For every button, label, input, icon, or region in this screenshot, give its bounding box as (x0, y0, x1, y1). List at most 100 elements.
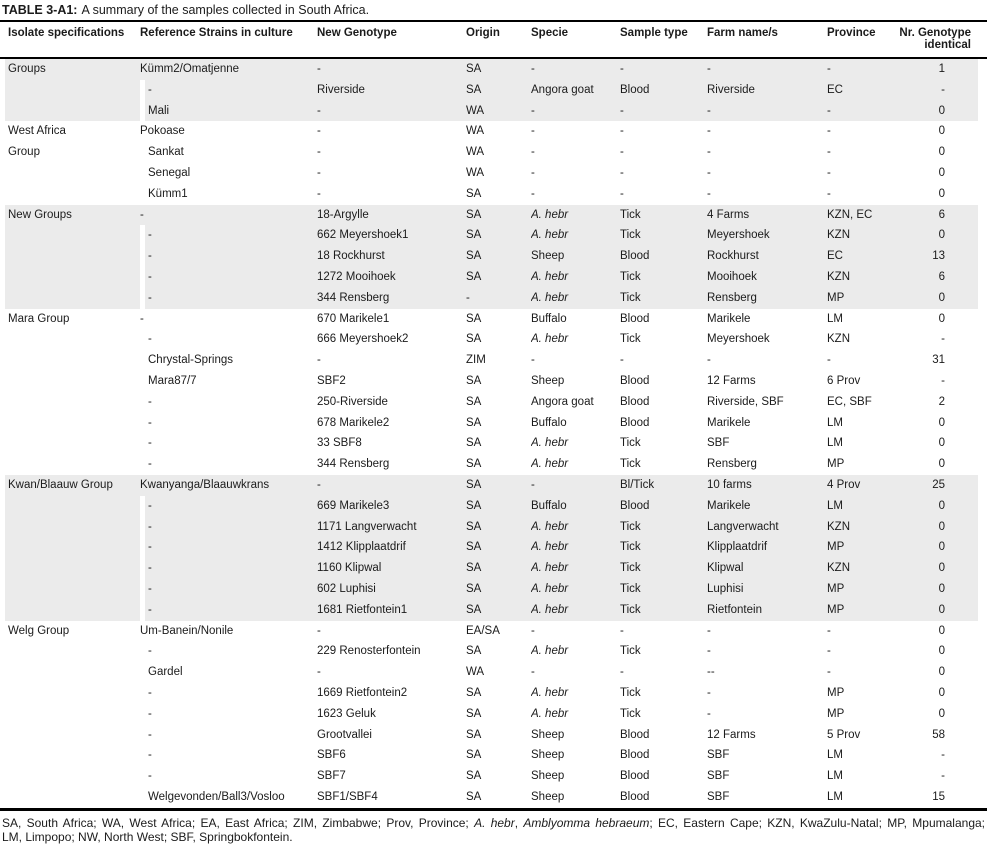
cell: - (148, 458, 152, 471)
cell: Sheep (531, 374, 565, 387)
cell: Gardel (148, 666, 183, 679)
cell: KZN (827, 558, 898, 579)
cell: - (140, 578, 317, 600)
cell: - (317, 58, 466, 80)
table-row: New Groups -18-Argylle SA A. hebr Tick 4 Farm… (0, 204, 987, 309)
table-title: TABLE 3-A1: A summary of the samples coll… (0, 0, 987, 22)
cell: - (140, 516, 317, 538)
cell: 2 (938, 395, 945, 408)
cell: KZN (827, 516, 898, 538)
cell: - (531, 146, 535, 159)
cell: Sheep (531, 749, 565, 762)
cell: SA (466, 749, 482, 762)
cell: - (707, 707, 711, 720)
cell: Meyershoek (707, 333, 770, 346)
table-row: -18 Rockhurst SA Sheep Blood Rockhurst EC 13 (0, 246, 987, 267)
cell: - (620, 666, 624, 679)
table-row: Gardel - WA - - -- -0 (0, 662, 987, 683)
cell: - (140, 312, 144, 325)
cell: Welgevonden/Ball3/Vosloo (148, 790, 285, 803)
group-label: Kwan/Blaauw Group (0, 474, 140, 621)
cell: Luphisi (707, 578, 827, 600)
cell: Tick (620, 707, 641, 720)
group-label: Groups (0, 58, 140, 122)
cell: - (620, 58, 707, 80)
cell: - (707, 58, 827, 80)
table-row: West Africa Group Pokoase - WA - - - - 0 (0, 121, 987, 158)
cell: - (317, 146, 321, 159)
cell: Riverside (707, 79, 827, 101)
cell: - (531, 166, 535, 179)
cell: - (531, 187, 535, 200)
cell: EC (827, 79, 898, 101)
cell: SA (466, 79, 531, 101)
cell: - (148, 770, 152, 783)
cell: - (140, 204, 317, 226)
cell: A. hebr (531, 707, 569, 720)
cell: Buffalo (531, 312, 567, 325)
cell: KZN, EC (827, 204, 898, 226)
cell: 0 (938, 666, 945, 679)
cell: MP (827, 537, 898, 559)
cell: - (531, 125, 535, 138)
cell: Tick (620, 645, 641, 658)
cell: Blood (620, 246, 707, 267)
cell: 666 Meyershoek2 (317, 333, 409, 346)
cell: - (531, 354, 535, 367)
cell: Blood (620, 790, 650, 803)
cell: 669 Marikele3 (317, 495, 466, 517)
cell: - (941, 770, 945, 783)
cell: 0 (938, 312, 945, 325)
cell: LM (827, 790, 843, 803)
table-row: -1412 Klipplaatdrif SA A. hebr Tick Klipplaa… (0, 537, 987, 559)
cell: SBF2 (317, 374, 346, 387)
cell: - (140, 79, 317, 101)
cell: - (466, 287, 531, 309)
cell: 0 (938, 166, 945, 179)
cell: Rockhurst (707, 246, 827, 267)
cell: SA (466, 599, 531, 621)
cell: SA (466, 246, 531, 267)
cell: Blood (620, 395, 650, 408)
cell: - (620, 354, 624, 367)
cell: - (827, 166, 831, 179)
cell: EC, SBF (827, 395, 872, 408)
cell: 6 (898, 204, 987, 226)
cell: 13 (898, 246, 987, 267)
table-row: Kümm1 - SA - - - - 0 (0, 184, 987, 205)
cell: Angora goat (531, 79, 620, 101)
cell: - (140, 537, 317, 559)
cell: WA (466, 166, 485, 179)
cell: 31 (932, 354, 945, 367)
cell: A. hebr (531, 516, 620, 538)
cell: Sheep (531, 790, 565, 803)
cell: -- (707, 666, 715, 679)
cell: A. hebr (531, 437, 569, 450)
column-header: Isolate specifications (0, 22, 140, 59)
cell: - (827, 666, 831, 679)
cell: Rietfontein (707, 599, 827, 621)
cell: Tick (620, 225, 707, 247)
cell: - (148, 728, 152, 741)
table-row: - Riverside SA Angora goat Blood Riverside EC - (0, 79, 987, 101)
cell: Tick (620, 266, 707, 288)
cell: - (317, 474, 466, 496)
cell: Tick (620, 686, 641, 699)
cell: SA (466, 770, 482, 783)
cell: - (707, 166, 711, 179)
cell: SBF (707, 790, 730, 803)
table-title-label: TABLE 3-A1: (2, 3, 78, 17)
cell: - (148, 437, 152, 450)
cell: A. hebr (531, 599, 620, 621)
cell: Tick (620, 204, 707, 226)
table-row: -669 Marikele3 SA Buffalo Blood Marikele LM 0 (0, 495, 987, 517)
cell: - (531, 624, 535, 637)
cell: Kwanyanga/Blaauwkrans (140, 474, 317, 496)
cell: Grootvallei (317, 728, 372, 741)
cell: A. hebr (531, 645, 569, 658)
cell: A. hebr (531, 287, 620, 309)
cell: 0 (898, 558, 987, 579)
table-row: Senegal - WA - - - - 0 (0, 163, 987, 184)
cell: 12 Farms (707, 728, 756, 741)
cell: 0 (938, 686, 945, 699)
